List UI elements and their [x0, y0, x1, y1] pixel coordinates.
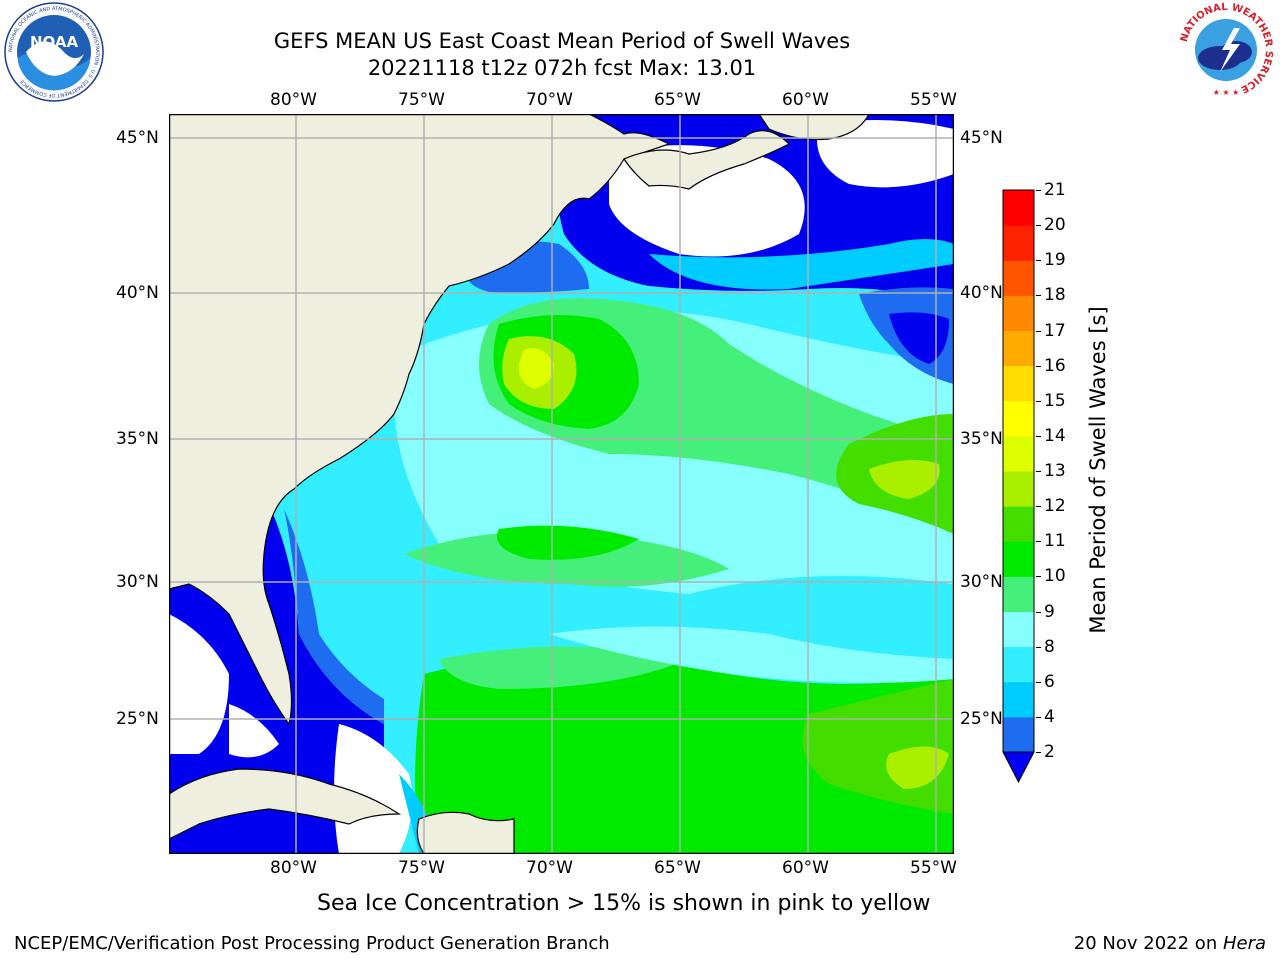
- colorbar-tick-label: 6: [1044, 671, 1055, 692]
- map-frame: [168, 113, 955, 855]
- land-east-coast: [169, 114, 669, 724]
- nws-logo: NATIONAL WEATHER SERVICE ★ ★ ★: [1176, 0, 1276, 100]
- lon-label-bottom: 65°W: [654, 858, 701, 878]
- colorbar-tick-mark: [1036, 681, 1041, 683]
- land-hispaniola: [416, 811, 515, 854]
- colorbar-segment: [1003, 435, 1034, 472]
- lat-label-left: 40°N: [116, 283, 159, 303]
- colorbar-tick-mark: [1036, 330, 1041, 332]
- colorbar-tick-label: 13: [1044, 461, 1066, 481]
- land-cuba: [169, 768, 401, 840]
- colorbar-tick-label: 16: [1044, 355, 1066, 376]
- colorbar-tick-mark: [1036, 260, 1041, 262]
- colorbar-tick-mark: [1036, 716, 1041, 718]
- colorbar-tick-label: 21: [1044, 180, 1066, 200]
- colorbar-tick-label: 19: [1044, 250, 1066, 271]
- lat-label-right: 25°N: [960, 709, 1003, 729]
- colorbar-tick-mark: [1036, 225, 1041, 227]
- colorbar-tick-label: 15: [1044, 390, 1066, 411]
- colorbar-tick-label: 10: [1044, 566, 1066, 587]
- lat-label-left: 30°N: [116, 572, 159, 592]
- colorbar-tick-mark: [1036, 471, 1041, 472]
- lon-label-top: 75°W: [398, 90, 445, 110]
- chart-title-line1: GEFS MEAN US East Coast Mean Period of S…: [273, 29, 851, 53]
- colorbar-tick-mark: [1036, 506, 1041, 508]
- lon-label-top: 70°W: [526, 90, 573, 110]
- lat-label-left: 45°N: [116, 128, 159, 148]
- colorbar-segment: [1003, 716, 1034, 753]
- colorbar-tick-label: 4: [1044, 706, 1055, 727]
- colorbar-segment: [1003, 471, 1034, 507]
- lon-label-bottom: 75°W: [398, 858, 445, 878]
- colorbar-segment: [1003, 646, 1034, 683]
- footer-date: 20 Nov 2022 on Hera: [1073, 933, 1266, 954]
- colorbar-ticks: 2 4 6 8 9 10 11 12 13 14 15 16 17 18 19 20 21: [1036, 180, 1086, 770]
- colorbar-segment: [1003, 611, 1034, 648]
- lat-label-left: 35°N: [116, 429, 159, 449]
- colorbar-segment: [1003, 681, 1034, 718]
- colorbar-tick-label: 2: [1044, 742, 1055, 762]
- colorbar-tick-mark: [1036, 646, 1041, 648]
- colorbar-tick-mark: [1036, 190, 1041, 191]
- footer-machine: Hera: [1222, 933, 1266, 954]
- colorbar-tick-mark: [1036, 365, 1041, 367]
- noaa-logo: NOAA NATIONAL OCEANIC AND ATMOSPHERIC AD…: [4, 2, 104, 102]
- colorbar-segment: [1003, 365, 1034, 402]
- chart-title-line2: 20221118 t12z 072h fcst Max: 13.01: [367, 56, 757, 80]
- footer-credit: NCEP/EMC/Verification Post Processing Pr…: [14, 933, 610, 954]
- colorbar-segment: [1003, 400, 1034, 437]
- colorbar-segment: [1003, 225, 1034, 261]
- colorbar-tick-label: 9: [1044, 601, 1055, 622]
- colorbar-segment: [1003, 295, 1034, 331]
- colorbar-tick-label: 14: [1044, 425, 1066, 446]
- colorbar-tick-label: 18: [1044, 285, 1066, 306]
- colorbar-segment: [1003, 190, 1034, 226]
- colorbar-tick-label: 17: [1044, 320, 1066, 341]
- noaa-logo-text: NOAA: [30, 33, 79, 51]
- colorbar-tick-label: 12: [1044, 496, 1066, 517]
- lon-label-bottom: 60°W: [782, 858, 829, 878]
- land-nova-scotia: [623, 130, 791, 190]
- lat-label-right: 40°N: [960, 283, 1003, 303]
- sea-ice-note: Sea Ice Concentration > 15% is shown in …: [317, 891, 931, 916]
- graticule: [169, 114, 954, 854]
- lon-label-bottom: 70°W: [526, 858, 573, 878]
- svg-text:★ ★ ★: ★ ★ ★: [1213, 88, 1240, 97]
- colorbar-segment: [1003, 576, 1034, 612]
- colorbar-tick-mark: [1036, 611, 1041, 613]
- lat-label-right: 35°N: [960, 429, 1003, 449]
- map-panel: [168, 113, 955, 855]
- colorbar-tick-mark: [1036, 435, 1041, 437]
- colorbar-tick-mark: [1036, 295, 1041, 297]
- colorbar-segment: [1003, 260, 1034, 296]
- lat-label-left: 25°N: [116, 709, 159, 729]
- colorbar-segment: [1003, 541, 1034, 577]
- colorbar-tick-mark: [1036, 752, 1041, 753]
- lat-label-right: 45°N: [960, 128, 1003, 148]
- colorbar-tick-label: 11: [1044, 531, 1066, 552]
- colorbar-extend-arrow: [1002, 751, 1035, 784]
- colorbar-segment: [1003, 506, 1034, 542]
- colorbar: [1002, 188, 1036, 784]
- swell-zone-13s-north: [518, 348, 554, 389]
- lon-label-bottom: 55°W: [910, 858, 957, 878]
- colorbar-tick-mark: [1036, 576, 1041, 578]
- colorbar-segment: [1003, 330, 1034, 367]
- colorbar-tick-mark: [1036, 400, 1041, 402]
- colorbar-frame: [1002, 189, 1035, 753]
- colorbar-tick-mark: [1036, 541, 1041, 543]
- lon-label-bottom: 80°W: [270, 858, 317, 878]
- lon-label-top: 60°W: [782, 90, 829, 110]
- lon-label-top: 80°W: [270, 90, 317, 110]
- colorbar-tick-label: 20: [1044, 215, 1066, 236]
- lat-label-right: 30°N: [960, 572, 1003, 592]
- lon-label-top: 65°W: [654, 90, 701, 110]
- lon-label-top: 55°W: [910, 90, 957, 110]
- swell-zone-south: [415, 654, 954, 854]
- coastline-east: [169, 114, 671, 726]
- colorbar-tick-label: 8: [1044, 636, 1055, 657]
